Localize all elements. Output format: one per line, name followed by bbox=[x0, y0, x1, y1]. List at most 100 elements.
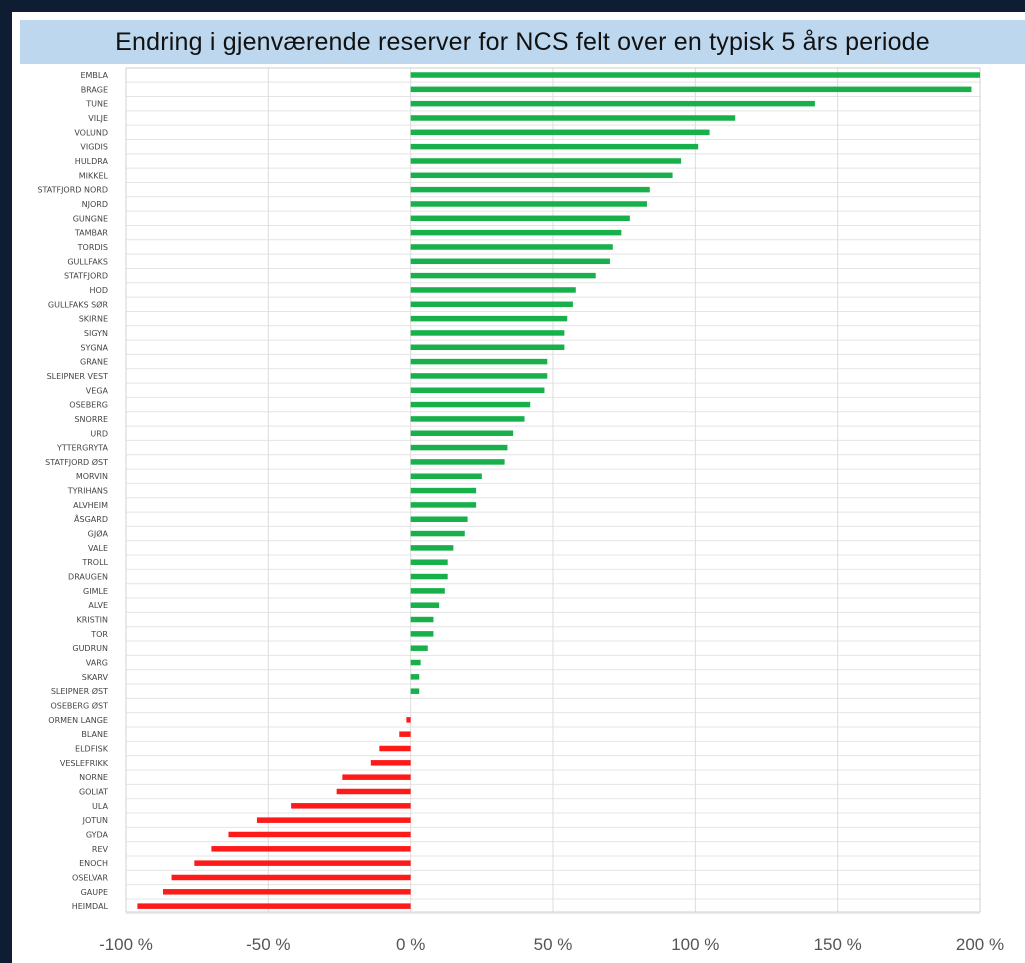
category-label: GJØA bbox=[88, 529, 109, 539]
bar bbox=[410, 688, 420, 694]
bar bbox=[410, 229, 622, 236]
bar bbox=[410, 373, 548, 379]
bar bbox=[137, 903, 411, 909]
category-label: JOTUN bbox=[82, 816, 108, 825]
bar bbox=[410, 631, 434, 637]
category-label: GOLIAT bbox=[79, 788, 108, 797]
bar bbox=[410, 602, 440, 608]
bar bbox=[410, 272, 596, 279]
category-label: OSELVAR bbox=[72, 873, 108, 882]
bar bbox=[410, 573, 448, 580]
bar bbox=[171, 874, 411, 881]
category-label: TORDIS bbox=[77, 243, 108, 252]
bar bbox=[410, 387, 545, 394]
bar bbox=[410, 172, 673, 179]
chart-plot: EMBLA BRAGE TUNE VILJE VOLUND VIGDIS HULDRA MIK… bbox=[37, 67, 1004, 954]
category-label: TYRIHANS bbox=[67, 487, 108, 496]
category-label: GAUPE bbox=[81, 888, 108, 897]
x-tick-label: -50 % bbox=[246, 935, 290, 954]
bar bbox=[336, 788, 411, 795]
category-label: HOD bbox=[90, 286, 108, 295]
category-label: GRANE bbox=[80, 358, 108, 367]
category-label: SLEIPNER VEST bbox=[47, 372, 109, 381]
bar bbox=[410, 158, 682, 164]
category-label: ENOCH bbox=[79, 859, 108, 868]
bar bbox=[410, 616, 434, 623]
bar bbox=[410, 516, 468, 522]
x-tick-label: 100 % bbox=[671, 935, 719, 954]
category-label: TOR bbox=[90, 630, 108, 639]
category-label: SLEIPNER ØST bbox=[51, 686, 108, 696]
chart-frame: Endring i gjenværende reserver for NCS f… bbox=[12, 12, 1025, 963]
bars bbox=[137, 72, 981, 909]
category-label: TROLL bbox=[81, 558, 108, 567]
bar bbox=[410, 72, 981, 78]
bar bbox=[410, 674, 420, 680]
category-label: GULLFAKS SØR bbox=[48, 299, 109, 309]
category-label: SKIRNE bbox=[79, 315, 108, 324]
chart-title: Endring i gjenværende reserver for NCS f… bbox=[20, 20, 1025, 64]
bar bbox=[211, 846, 411, 852]
category-label: VILJE bbox=[88, 114, 108, 123]
category-label: GUDRUN bbox=[72, 644, 108, 653]
category-label: ÅSGARD bbox=[74, 513, 108, 524]
category-label: MORVIN bbox=[76, 472, 108, 481]
category-label: VOLUND bbox=[74, 128, 108, 137]
bar bbox=[410, 358, 548, 365]
category-label: TUNE bbox=[85, 100, 108, 109]
bar bbox=[410, 659, 421, 666]
category-label: EMBLA bbox=[80, 71, 108, 80]
category-label: SNORRE bbox=[74, 415, 108, 424]
category-label: VESLEFRIKK bbox=[60, 759, 109, 768]
category-label: URD bbox=[90, 429, 108, 438]
bar bbox=[410, 315, 568, 322]
x-tick-label: -100 % bbox=[99, 935, 153, 954]
category-label: ELDFISK bbox=[75, 745, 109, 754]
category-label: OSEBERG ØST bbox=[50, 701, 108, 711]
bar bbox=[410, 487, 477, 494]
bar bbox=[410, 100, 815, 107]
bar bbox=[410, 186, 650, 193]
category-label: STATFJORD ØST bbox=[45, 457, 108, 467]
bar bbox=[410, 459, 505, 465]
bar bbox=[410, 244, 613, 250]
bar bbox=[410, 588, 445, 594]
bar bbox=[342, 774, 411, 780]
bar bbox=[410, 430, 514, 436]
bar bbox=[410, 201, 647, 207]
x-tick-label: 150 % bbox=[814, 935, 862, 954]
bar bbox=[410, 215, 630, 222]
category-label: DRAUGEN bbox=[68, 573, 108, 582]
category-label: HEIMDAL bbox=[72, 902, 109, 911]
category-label: MIKKEL bbox=[79, 171, 109, 180]
bar bbox=[291, 803, 411, 809]
category-labels: EMBLA BRAGE TUNE VILJE VOLUND VIGDIS HULDRA MIK… bbox=[37, 71, 108, 911]
bar bbox=[163, 889, 411, 895]
bar bbox=[410, 129, 710, 136]
category-label: KRISTIN bbox=[77, 616, 108, 625]
bar bbox=[410, 645, 428, 651]
bar bbox=[410, 444, 508, 451]
category-label: VALE bbox=[88, 544, 108, 553]
bar bbox=[410, 530, 465, 537]
bar bbox=[410, 301, 573, 308]
bar bbox=[370, 760, 411, 766]
bar bbox=[194, 860, 411, 866]
bar bbox=[410, 287, 576, 293]
bar bbox=[410, 115, 736, 121]
category-label: YTTERGRYTA bbox=[56, 444, 109, 453]
category-label: NORNE bbox=[79, 773, 108, 782]
category-label: SIGYN bbox=[84, 329, 108, 338]
bar bbox=[406, 717, 411, 723]
bar bbox=[228, 831, 411, 838]
grid-lines bbox=[125, 67, 981, 914]
category-label: BLANE bbox=[81, 730, 108, 739]
bar bbox=[410, 344, 565, 351]
x-tick-label: 200 % bbox=[956, 935, 1004, 954]
category-label: GUNGNE bbox=[73, 214, 108, 223]
category-label: SYGNA bbox=[80, 343, 108, 352]
bar bbox=[410, 86, 972, 93]
bar bbox=[410, 545, 454, 551]
bar bbox=[410, 401, 531, 408]
category-label: VARG bbox=[86, 659, 108, 668]
